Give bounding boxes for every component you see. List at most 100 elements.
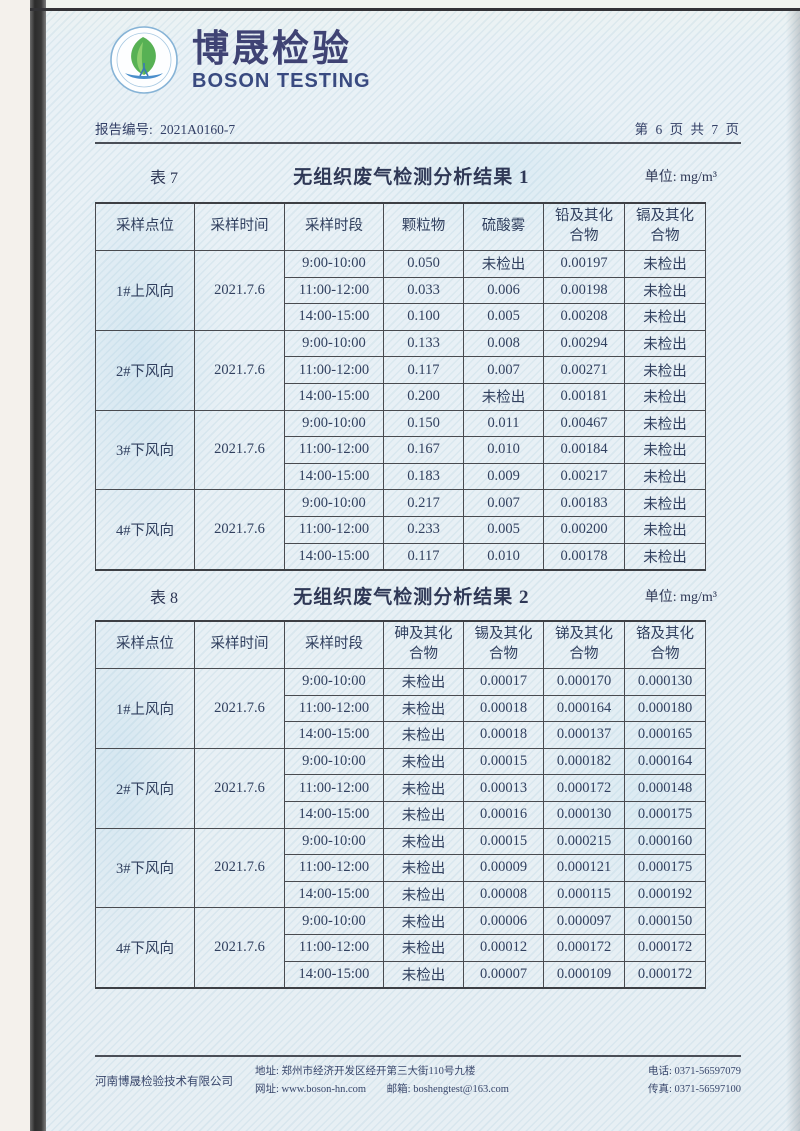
footer-website: 网址: www.boson-hn.com: [255, 1083, 367, 1095]
col-header-sampling-site: 采样点位: [95, 202, 195, 251]
cell-result-value: 0.033: [383, 276, 464, 305]
cell-time-period: 14:00-15:00: [284, 542, 384, 571]
table7-header-row: 采样点位 采样时间 采样时段 颗粒物 硫酸雾 铅及其化 合物 镉及其化 合物: [95, 202, 706, 251]
table-row: 2#下风向 2021.7.6 9:00-10:00 未检出 0.00015 0.00018…: [95, 747, 706, 829]
cell-result-value: 0.006: [463, 276, 544, 305]
col-header-sampling-date: 采样时间: [194, 202, 285, 251]
footer-fax: 传真: 0371-56597100: [647, 1083, 741, 1095]
cell-result-value: 未检出: [383, 933, 464, 962]
table-row: 4#下风向 2021.7.6 9:00-10:00 0.217 0.007 0.00183…: [95, 489, 706, 571]
cell-result-value: 0.00198: [543, 276, 625, 305]
cell-result-value: 0.00467: [543, 409, 625, 438]
cell-result-value: 0.00178: [543, 542, 625, 571]
cell-sampling-date: 2021.7.6: [194, 747, 285, 829]
scan-top-edge-line: [30, 8, 800, 11]
cell-result-value: 未检出: [624, 515, 706, 544]
report-header-row: 报告编号: 2021A0160-7 第 6 页 共 7 页: [95, 118, 741, 144]
cell-result-value: 0.000148: [624, 774, 706, 802]
cell-time-period: 14:00-15:00: [284, 382, 384, 411]
cell-result-value: 未检出: [383, 721, 464, 749]
cell-sampling-date: 2021.7.6: [194, 250, 285, 331]
footer-address: 地址: 郑州市经济开发区经开第三大街110号九楼: [255, 1066, 476, 1077]
cell-result-value: 0.00018: [463, 721, 544, 749]
cell-result-value: 未检出: [383, 907, 464, 935]
table8-header-row: 采样点位 采样时间 采样时段 砷及其化 合物 锡及其化 合物 锑及其化 合物 铬…: [95, 620, 706, 669]
cell-result-value: 0.010: [463, 542, 544, 571]
cell-result-value: 0.00013: [463, 774, 544, 802]
cell-time-period: 9:00-10:00: [284, 747, 384, 776]
cell-result-value: 0.00271: [543, 356, 625, 384]
table-row: 1#上风向 2021.7.6 9:00-10:00 未检出 0.00017 0.00017…: [95, 668, 706, 749]
cell-result-value: 0.000172: [543, 933, 625, 962]
cell-result-value: 未检出: [383, 694, 464, 723]
cell-result-value: 0.007: [463, 356, 544, 384]
table8-results: 采样点位 采样时间 采样时段 砷及其化 合物 锡及其化 合物 锑及其化 合物 铬…: [95, 620, 706, 990]
cell-result-value: 0.000180: [624, 694, 706, 723]
cell-time-period: 11:00-12:00: [284, 854, 384, 882]
cell-result-value: 0.00184: [543, 436, 625, 464]
cell-sampling-site: 3#下风向: [95, 409, 195, 491]
cell-result-value: 0.233: [383, 515, 464, 544]
cell-result-value: 0.217: [383, 489, 464, 517]
cell-result-value: 0.000182: [543, 747, 625, 776]
table7-results: 采样点位 采样时间 采样时段 颗粒物 硫酸雾 铅及其化 合物 镉及其化 合物 1…: [95, 202, 706, 572]
cell-time-period: 11:00-12:00: [284, 356, 384, 384]
cell-sampling-date: 2021.7.6: [194, 489, 285, 571]
scan-top-margin: [46, 0, 800, 8]
table-row: 11:00-12:00 0.167 0.010 0.00184 未检出: [96, 436, 706, 464]
col-header-chromium-compounds: 铬及其化 合物: [624, 620, 706, 669]
col-header-sulfuric-mist: 硫酸雾: [463, 202, 544, 251]
cell-time-period: 9:00-10:00: [284, 827, 384, 856]
cell-result-value: 未检出: [383, 800, 464, 829]
table-row: 14:00-15:00 未检出 0.00008 0.000115 0.000192: [96, 880, 706, 909]
cell-result-value: 0.000192: [624, 880, 706, 909]
table7-caption: 表 7 无组织废气检测分析结果 1 单位: mg/m³: [95, 162, 717, 189]
cell-time-period: 9:00-10:00: [284, 409, 384, 438]
cell-sampling-site: 1#上风向: [95, 250, 195, 331]
cell-result-value: 0.117: [383, 542, 464, 571]
cell-time-period: 11:00-12:00: [284, 515, 384, 544]
cell-result-value: 0.133: [383, 329, 464, 358]
table-row: 14:00-15:00 0.100 0.005 0.00208 未检出: [96, 303, 706, 331]
cell-result-value: 未检出: [624, 436, 706, 464]
cell-result-value: 0.00294: [543, 329, 625, 358]
cell-result-value: 0.000175: [624, 800, 706, 829]
page-footer: 河南博晟检验技术有限公司 地址: 郑州市经济开发区经开第三大街110号九楼 网址…: [95, 1055, 741, 1099]
cell-sampling-site: 2#下风向: [95, 747, 195, 829]
cell-result-value: 0.00200: [543, 515, 625, 544]
cell-result-value: 未检出: [383, 774, 464, 802]
cell-sampling-date: 2021.7.6: [194, 409, 285, 491]
table-row: 3#下风向 2021.7.6 9:00-10:00 0.150 0.011 0.00467…: [95, 409, 706, 491]
cell-result-value: 未检出: [624, 276, 706, 305]
cell-result-value: 0.00018: [463, 694, 544, 723]
cell-time-period: 11:00-12:00: [284, 276, 384, 305]
cell-result-value: 0.000130: [624, 668, 706, 696]
cell-result-value: 0.150: [383, 409, 464, 438]
cell-time-period: 11:00-12:00: [284, 436, 384, 464]
company-logo-icon: [110, 26, 178, 94]
cell-result-value: 未检出: [383, 827, 464, 856]
table8-caption: 表 8 无组织废气检测分析结果 2 单位: mg/m³: [95, 582, 717, 609]
cell-time-period: 9:00-10:00: [284, 668, 384, 696]
cell-time-period: 9:00-10:00: [284, 329, 384, 358]
cell-result-value: 未检出: [624, 542, 706, 571]
cell-sampling-site: 1#上风向: [95, 668, 195, 749]
report-number-label: 报告编号:: [95, 122, 153, 137]
cell-result-value: 0.000172: [624, 933, 706, 962]
cell-result-value: 0.100: [383, 303, 464, 331]
table-row: 14:00-15:00 未检出 0.00018 0.000137 0.000165: [96, 721, 706, 749]
table-row: 14:00-15:00 未检出 0.00007 0.000109 0.000172: [96, 960, 706, 989]
cell-sampling-site: 3#下风向: [95, 827, 195, 909]
table8-title: 无组织废气检测分析结果 2: [293, 587, 530, 608]
footer-company-name: 河南博晟检验技术有限公司: [95, 1075, 233, 1088]
table-row: 11:00-12:00 未检出 0.00018 0.000164 0.000180: [96, 694, 706, 723]
cell-time-period: 9:00-10:00: [284, 250, 384, 278]
cell-result-value: 0.167: [383, 436, 464, 464]
col-header-cadmium-compounds: 镉及其化 合物: [624, 202, 706, 251]
table-row: 11:00-12:00 未检出 0.00012 0.000172 0.000172: [96, 933, 706, 962]
table-row: 1#上风向 2021.7.6 9:00-10:00 0.050 未检出 0.00197 未检…: [95, 250, 706, 331]
cell-result-value: 0.010: [463, 436, 544, 464]
cell-time-period: 14:00-15:00: [284, 880, 384, 909]
col-header-tin-compounds: 锡及其化 合物: [463, 620, 544, 669]
table8-unit: 单位: mg/m³: [644, 589, 717, 605]
